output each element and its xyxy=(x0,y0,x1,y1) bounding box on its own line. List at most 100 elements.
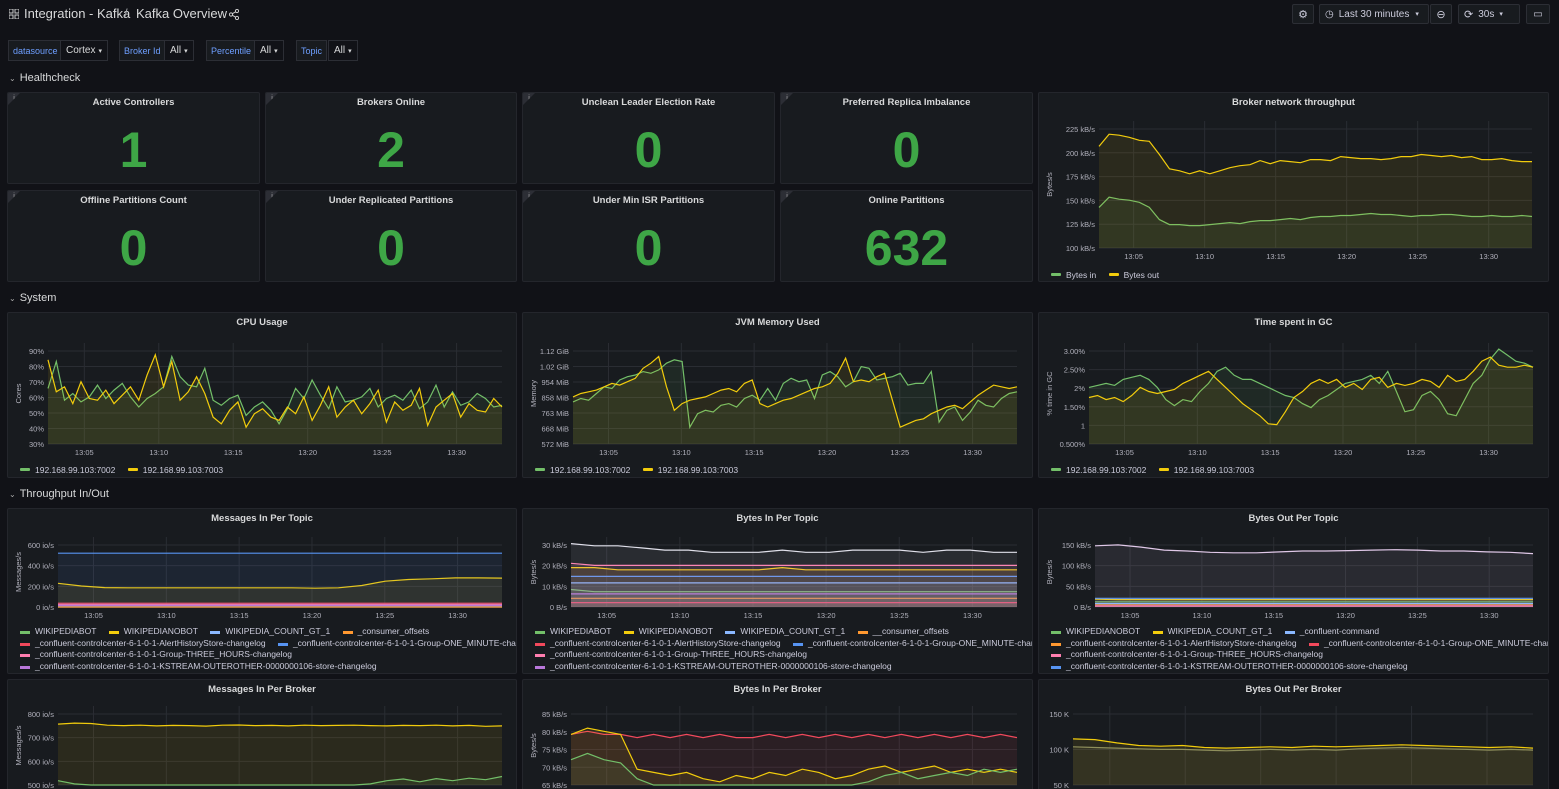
panel-under-min-isr-partitions: i Under Min ISR Partitions 0 xyxy=(522,190,775,282)
zoom-out-icon: ⊖ xyxy=(1436,8,1446,21)
dashboard-title[interactable]: Kafka Overview xyxy=(136,6,228,21)
variable-select-topic[interactable]: All ▾ xyxy=(328,40,358,61)
chart-jvm-memory[interactable]: 1.12 GiB 1.02 GiB 954 MiB 858 MiB 763 MiB 668… xyxy=(523,313,1033,478)
legend-item[interactable]: _consumer_offsets xyxy=(342,626,429,636)
legend-item[interactable]: Bytes out xyxy=(1108,270,1159,280)
legend-swatch xyxy=(1051,665,1061,669)
legend-item[interactable]: _confluent-controlcenter-6-1-0-1-KSTREAM… xyxy=(535,661,892,671)
legend-item[interactable]: Bytes in xyxy=(1051,270,1096,280)
row-system[interactable]: ⌄ System xyxy=(9,292,56,304)
panel-title[interactable]: Online Partitions xyxy=(868,195,945,206)
legend-item[interactable]: _confluent-controlcenter-6-1-0-1-Group-O… xyxy=(277,638,516,648)
legend-label: _confluent-controlcenter-6-1-0-1-KSTREAM… xyxy=(550,660,892,671)
legend-item[interactable]: _confluent-controlcenter-6-1-0-1-KSTREAM… xyxy=(1051,661,1408,671)
panel-title[interactable]: Bytes In Per Broker xyxy=(733,684,822,695)
legend-item[interactable]: 192.168.99.103:7002 xyxy=(1051,465,1146,475)
row-throughput[interactable]: ⌄ Throughput In/Out xyxy=(9,488,109,500)
panel-title[interactable]: Messages In Per Topic xyxy=(211,513,313,524)
legend-label: _confluent-controlcenter-6-1-0-1-Group-T… xyxy=(1066,649,1324,659)
panel-title[interactable]: Unclean Leader Election Rate xyxy=(581,97,716,108)
panel-title[interactable]: Preferred Replica Imbalance xyxy=(842,97,971,108)
refresh-interval: 30s xyxy=(1478,8,1495,20)
legend-item[interactable]: _confluent-controlcenter-6-1-0-1-Group-O… xyxy=(1308,638,1548,648)
panel-title[interactable]: CPU Usage xyxy=(236,317,288,328)
legend-item[interactable]: _confluent-controlcenter-6-1-0-1-Group-T… xyxy=(535,649,807,659)
refresh-picker[interactable]: ⟳ 30s ▾ xyxy=(1458,4,1520,24)
panel-title[interactable]: Under Replicated Partitions xyxy=(328,195,454,206)
legend-item[interactable]: WIKIPEDIANOBOT xyxy=(1051,626,1140,636)
panel-title[interactable]: Time spent in GC xyxy=(1254,317,1333,328)
legend-item[interactable]: _confluent-controlcenter-6-1-0-1-KSTREAM… xyxy=(20,661,377,671)
legend-item[interactable]: _confluent-controlcenter-6-1-0-1-Group-O… xyxy=(792,638,1032,648)
chart-bytes-in-per-broker[interactable]: 85 kB/s80 kB/s75 kB/s70 kB/s65 kB/s13:05… xyxy=(523,680,1033,789)
x-tick-label: 13:30 xyxy=(1479,252,1498,261)
legend-item[interactable]: 192.168.99.103:7003 xyxy=(127,465,223,475)
tv-mode-button[interactable]: ▭ xyxy=(1526,4,1550,24)
legend-item[interactable]: _confluent-controlcenter-6-1-0-1-AlertHi… xyxy=(20,638,266,648)
chart-time-in-gc[interactable]: 3.00% 2.50% 2% 1.50% 1 0.500% 13:05 13:10 13:15 1… xyxy=(1039,313,1549,478)
legend-item[interactable]: 192.168.99.103:7003 xyxy=(642,464,739,475)
panel-bytes-out-per-topic: Bytes Out Per Topic 150 kB/s 100 kB/s 50 k… xyxy=(1038,508,1549,674)
panel-offline-partitions: i Offline Partitions Count 0 xyxy=(7,190,260,282)
legend-swatch xyxy=(535,654,545,657)
panel-title[interactable]: JVM Memory Used xyxy=(735,317,820,328)
chart-messages-in-per-topic[interactable]: 600 io/s 400 io/s 200 io/s 0 io/s 13:05 13:10… xyxy=(8,509,517,674)
legend-item[interactable]: _confluent-command xyxy=(1284,626,1379,636)
variable-select-broker-id[interactable]: All ▾ xyxy=(164,40,194,61)
legend-item[interactable]: _confluent-controlcenter-6-1-0-1-Group-T… xyxy=(20,649,292,659)
chart-cpu-usage[interactable]: 90% 80% 70% 60% 50% 40% 30% 13:05 13:10 13:15 13:2… xyxy=(8,313,517,478)
stat-value: 1 xyxy=(119,122,148,178)
series-line xyxy=(1072,746,1534,752)
panel-title[interactable]: Bytes In Per Topic xyxy=(736,513,819,524)
legend-swatch xyxy=(277,642,288,646)
panel-jvm-memory: JVM Memory Used 1.12 GiB 1.02 GiB 954 MiB 8… xyxy=(522,312,1033,478)
legend-item[interactable]: WIKIPEDIA_COUNT_GT_1 xyxy=(725,626,845,636)
legend-item[interactable]: _confluent-controlcenter-6-1-0-1-Group-T… xyxy=(1051,649,1323,659)
panel-title[interactable]: Offline Partitions Count xyxy=(80,195,187,206)
variable-select-datasource[interactable]: Cortex ▾ xyxy=(60,40,108,61)
legend-item[interactable]: WIKIPEDIA_COUNT_GT_1 xyxy=(210,626,330,636)
chart-broker-network-throughput[interactable]: 225 kB/s 200 kB/s 175 kB/s 150 kB/s 125 kB/s… xyxy=(1039,93,1549,282)
panel-title[interactable]: Bytes Out Per Broker xyxy=(1245,684,1342,695)
legend-item[interactable]: 192.168.99.103:7002 xyxy=(535,465,630,475)
panel-title[interactable]: Bytes Out Per Topic xyxy=(1248,513,1339,524)
panel-title[interactable]: Active Controllers xyxy=(92,97,175,108)
breadcrumb-folder[interactable]: Integration - Kafka xyxy=(24,6,131,21)
panel-title[interactable]: Broker network throughput xyxy=(1232,97,1355,108)
legend-item[interactable]: WIKIPEDIABOT xyxy=(535,626,611,636)
panel-title[interactable]: Messages In Per Broker xyxy=(208,684,316,695)
row-healthcheck[interactable]: ⌄ Healthcheck xyxy=(9,72,80,84)
legend-item[interactable]: _confluent-controlcenter-6-1-0-1-AlertHi… xyxy=(535,638,781,648)
panel-brokers-online: i Brokers Online 2 xyxy=(265,92,517,184)
series-area xyxy=(58,577,502,607)
legend-item[interactable]: WIKIPEDIA_COUNT_GT_1 xyxy=(1152,626,1272,636)
series-area xyxy=(571,563,1017,607)
legend-item[interactable]: _confluent-controlcenter-6-1-0-1-AlertHi… xyxy=(1051,638,1297,648)
legend-item[interactable]: WIKIPEDIANOBOT xyxy=(623,626,713,636)
settings-button[interactable]: ⚙ xyxy=(1292,4,1314,24)
legend-item[interactable]: __consumer_offsets xyxy=(857,626,949,636)
chart-bytes-in-per-topic[interactable]: 30 kB/s 20 kB/s 10 kB/s 0 B/s 13:05 13:10 13:1… xyxy=(523,509,1033,674)
legend-item[interactable]: WIKIPEDIABOT xyxy=(20,626,96,636)
legend-item[interactable]: 192.168.99.103:7003 xyxy=(1158,465,1254,475)
variable-select-percentile[interactable]: All ▾ xyxy=(254,40,284,61)
zoom-out-button[interactable]: ⊖ xyxy=(1430,4,1452,24)
chart-bytes-out-per-topic[interactable]: 150 kB/s 100 kB/s 50 kB/s 0 B/s 13:05 13:10 13… xyxy=(1039,509,1549,674)
panel-under-replicated-partitions: i Under Replicated Partitions 0 xyxy=(265,190,517,282)
y-tick-label: 50 K xyxy=(1054,781,1069,789)
legend-item[interactable]: WIKIPEDIANOBOT xyxy=(108,626,198,636)
panel-title[interactable]: Under Min ISR Partitions xyxy=(592,195,705,206)
series-area xyxy=(1073,738,1533,785)
x-tick-label: 13:10 xyxy=(157,611,176,620)
apps-icon[interactable] xyxy=(9,9,19,19)
share-icon[interactable] xyxy=(229,9,239,20)
legend-item[interactable]: 192.168.99.103:7002 xyxy=(20,465,115,475)
legend-label: 192.168.99.103:7003 xyxy=(657,464,739,475)
panel-title[interactable]: Brokers Online xyxy=(356,97,426,108)
series-line xyxy=(1088,348,1534,417)
x-tick-label: 13:10 xyxy=(149,448,168,457)
time-range-picker[interactable]: ◷ Last 30 minutes ▾ xyxy=(1319,4,1429,24)
y-tick-label: 10 kB/s xyxy=(542,582,567,591)
